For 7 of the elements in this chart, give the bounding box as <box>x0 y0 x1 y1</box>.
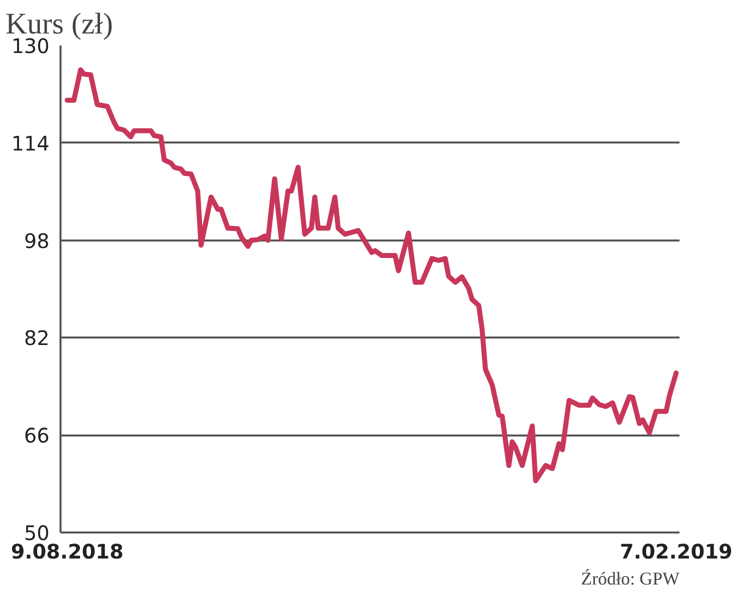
y-tick-label: 98 <box>24 228 50 253</box>
y-tick-label: 82 <box>24 326 50 350</box>
x-tick-label: 7.02.2019 <box>620 540 732 564</box>
y-tick-label: 130 <box>11 34 50 58</box>
text: Źródło: GPW <box>581 568 680 588</box>
y-tick-label: 114 <box>11 131 50 156</box>
y-tick-label: 66 <box>24 424 50 448</box>
